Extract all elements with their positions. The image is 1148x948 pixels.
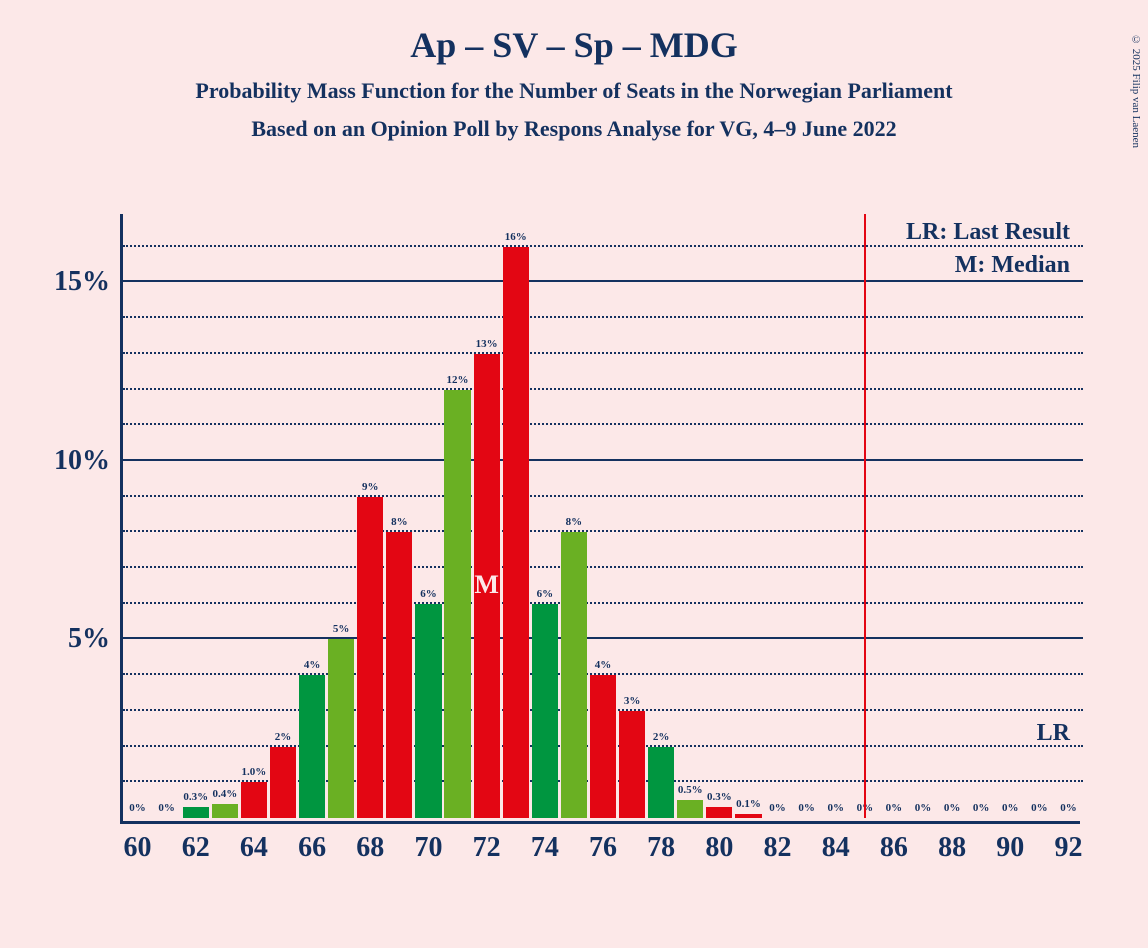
- bar-value-label: 6%: [420, 588, 437, 600]
- gridline-minor: [123, 530, 1083, 532]
- x-axis-label: 72: [473, 832, 501, 864]
- median-marker: M: [474, 570, 499, 600]
- bar-value-label: 0%: [973, 802, 990, 814]
- bar: [357, 497, 383, 818]
- bar-value-label: 4%: [595, 659, 612, 671]
- bar-value-label: 0%: [798, 802, 815, 814]
- bar-value-label: 0%: [769, 802, 786, 814]
- chart-subtitle-2: Based on an Opinion Poll by Respons Anal…: [0, 116, 1148, 142]
- bar: [735, 814, 761, 818]
- x-axis-label: 88: [938, 832, 966, 864]
- bar-value-label: 13%: [476, 338, 498, 350]
- bar: [299, 675, 325, 818]
- bar: [328, 639, 354, 818]
- gridline-major: [123, 280, 1083, 282]
- copyright-text: © 2025 Filip van Laenen: [1130, 34, 1142, 148]
- bar: [677, 800, 703, 818]
- gridline-minor: [123, 423, 1083, 425]
- bar-value-label: 1.0%: [242, 766, 267, 778]
- x-axis-label: 68: [356, 832, 384, 864]
- x-axis-label: 86: [880, 832, 908, 864]
- bar-value-label: 16%: [505, 231, 527, 243]
- bar-value-label: 0.3%: [183, 791, 208, 803]
- bar-value-label: 0%: [129, 802, 146, 814]
- gridline-major: [123, 459, 1083, 461]
- bar-value-label: 0.3%: [707, 791, 732, 803]
- y-axis-label: 5%: [68, 623, 110, 655]
- bar: [561, 532, 587, 818]
- legend-last-result: LR: Last Result: [906, 219, 1070, 246]
- bar: [270, 747, 296, 818]
- last-result-line: [864, 214, 866, 818]
- bar: [212, 804, 238, 818]
- gridline-minor: [123, 316, 1083, 318]
- bar-value-label: 0%: [1031, 802, 1048, 814]
- bar-value-label: 2%: [653, 731, 670, 743]
- x-axis-label: 84: [822, 832, 850, 864]
- bar-value-label: 12%: [447, 374, 469, 386]
- bar-value-label: 0%: [886, 802, 903, 814]
- x-axis-label: 82: [764, 832, 792, 864]
- x-axis-label: 78: [647, 832, 675, 864]
- chart-title: Ap – SV – Sp – MDG: [0, 24, 1148, 66]
- x-axis-label: 64: [240, 832, 268, 864]
- bar: [183, 807, 209, 818]
- y-axis-label: 15%: [54, 266, 110, 298]
- bar: [415, 604, 441, 818]
- bar-value-label: 0%: [827, 802, 844, 814]
- bar-value-label: 5%: [333, 623, 350, 635]
- bar-value-label: 0.4%: [212, 788, 237, 800]
- bar: [386, 532, 412, 818]
- x-axis-label: 66: [298, 832, 326, 864]
- bar-value-label: 0%: [944, 802, 961, 814]
- bar-value-label: 0%: [158, 802, 175, 814]
- bar-value-label: 8%: [566, 516, 583, 528]
- y-axis-label: 10%: [54, 445, 110, 477]
- bar-value-label: 0.1%: [736, 798, 761, 810]
- gridline-minor: [123, 602, 1083, 604]
- x-axis-label: 90: [996, 832, 1024, 864]
- bar-value-label: 0%: [1002, 802, 1019, 814]
- gridline-minor: [123, 245, 1083, 247]
- bar-value-label: 3%: [624, 695, 641, 707]
- x-axis-label: 60: [124, 832, 152, 864]
- x-axis-label: 62: [182, 832, 210, 864]
- bar-value-label: 0%: [1060, 802, 1077, 814]
- gridline-major: [123, 637, 1083, 639]
- chart-subtitle-1: Probability Mass Function for the Number…: [0, 78, 1148, 104]
- bar: [619, 711, 645, 818]
- x-axis-label: 74: [531, 832, 559, 864]
- legend-median: M: Median: [955, 252, 1070, 279]
- plot-region: LR: Last Result M: Median 5%10%15%0%0%0.…: [120, 214, 1080, 824]
- chart-area: LR: Last Result M: Median 5%10%15%0%0%0.…: [120, 214, 1080, 824]
- x-axis-label: 76: [589, 832, 617, 864]
- gridline-minor: [123, 388, 1083, 390]
- bar: [503, 247, 529, 818]
- bar: [444, 390, 470, 818]
- bar-value-label: 6%: [537, 588, 554, 600]
- bar-value-label: 9%: [362, 481, 379, 493]
- bar: [706, 807, 732, 818]
- bar-value-label: 4%: [304, 659, 321, 671]
- bar-value-label: 2%: [275, 731, 292, 743]
- bar: [532, 604, 558, 818]
- x-axis-label: 70: [414, 832, 442, 864]
- gridline-minor: [123, 352, 1083, 354]
- bar-value-label: 8%: [391, 516, 408, 528]
- gridline-minor: [123, 495, 1083, 497]
- gridline-minor: [123, 566, 1083, 568]
- bar: [648, 747, 674, 818]
- bar: [590, 675, 616, 818]
- bar: [241, 782, 267, 818]
- bar-value-label: 0.5%: [678, 784, 703, 796]
- last-result-marker: LR: [1037, 720, 1070, 747]
- x-axis-label: 80: [705, 832, 733, 864]
- x-axis-label: 92: [1054, 832, 1082, 864]
- bar-value-label: 0%: [915, 802, 932, 814]
